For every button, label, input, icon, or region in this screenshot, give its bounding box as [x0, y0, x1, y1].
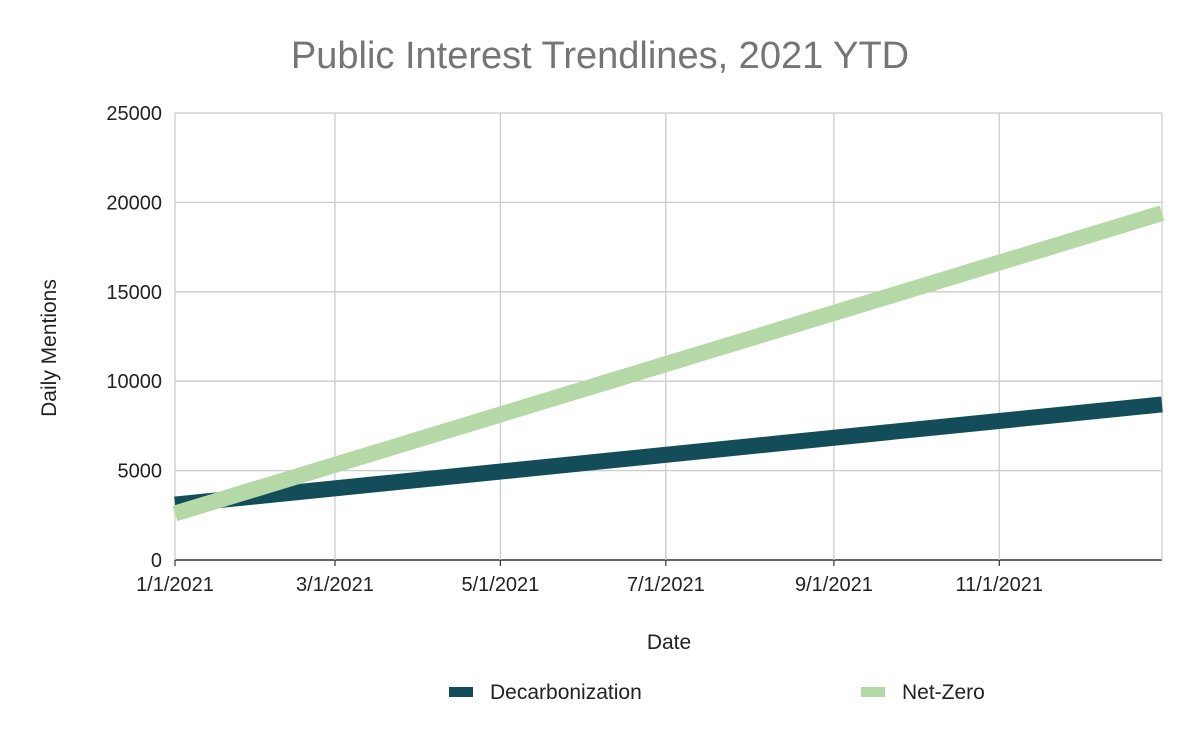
x-tick-label: 3/1/2021: [296, 574, 374, 596]
gridlines: [174, 112, 1163, 566]
legend-swatch: [861, 687, 885, 697]
x-tick-label: 7/1/2021: [627, 574, 705, 596]
y-axis-label: Daily Mentions: [38, 279, 61, 417]
y-tick-label: 15000: [106, 282, 162, 304]
legend-label: Net-Zero: [902, 681, 985, 704]
y-tick-label: 0: [151, 550, 162, 572]
legend-item: Decarbonization: [449, 681, 642, 704]
x-axis-label: Date: [647, 631, 691, 654]
y-axis-ticks: 0 5000 10000 15000 20000 25000: [106, 103, 162, 572]
series-line-net-zero: [172, 205, 1165, 522]
x-tick-label: 9/1/2021: [795, 574, 873, 596]
legend-item: Net-Zero: [861, 681, 985, 704]
series-layer: [172, 205, 1165, 522]
chart-title: Public Interest Trendlines, 2021 YTD: [291, 35, 909, 77]
y-tick-label: 10000: [106, 371, 162, 393]
legend: Decarbonization Net-Zero: [449, 681, 985, 704]
y-tick-label: 5000: [118, 461, 163, 483]
legend-swatch: [449, 687, 473, 697]
y-tick-label: 25000: [106, 103, 162, 125]
x-tick-label: 1/1/2021: [136, 574, 214, 596]
x-tick-label: 11/1/2021: [956, 574, 1044, 596]
legend-label: Decarbonization: [490, 681, 642, 704]
y-tick-label: 20000: [106, 192, 162, 214]
series-line-decarbonization: [174, 396, 1163, 513]
x-axis-ticks: 1/1/2021 3/1/2021 5/1/2021 7/1/2021 9/1/2021…: [136, 574, 1043, 596]
x-tick-label: 5/1/2021: [461, 574, 539, 596]
